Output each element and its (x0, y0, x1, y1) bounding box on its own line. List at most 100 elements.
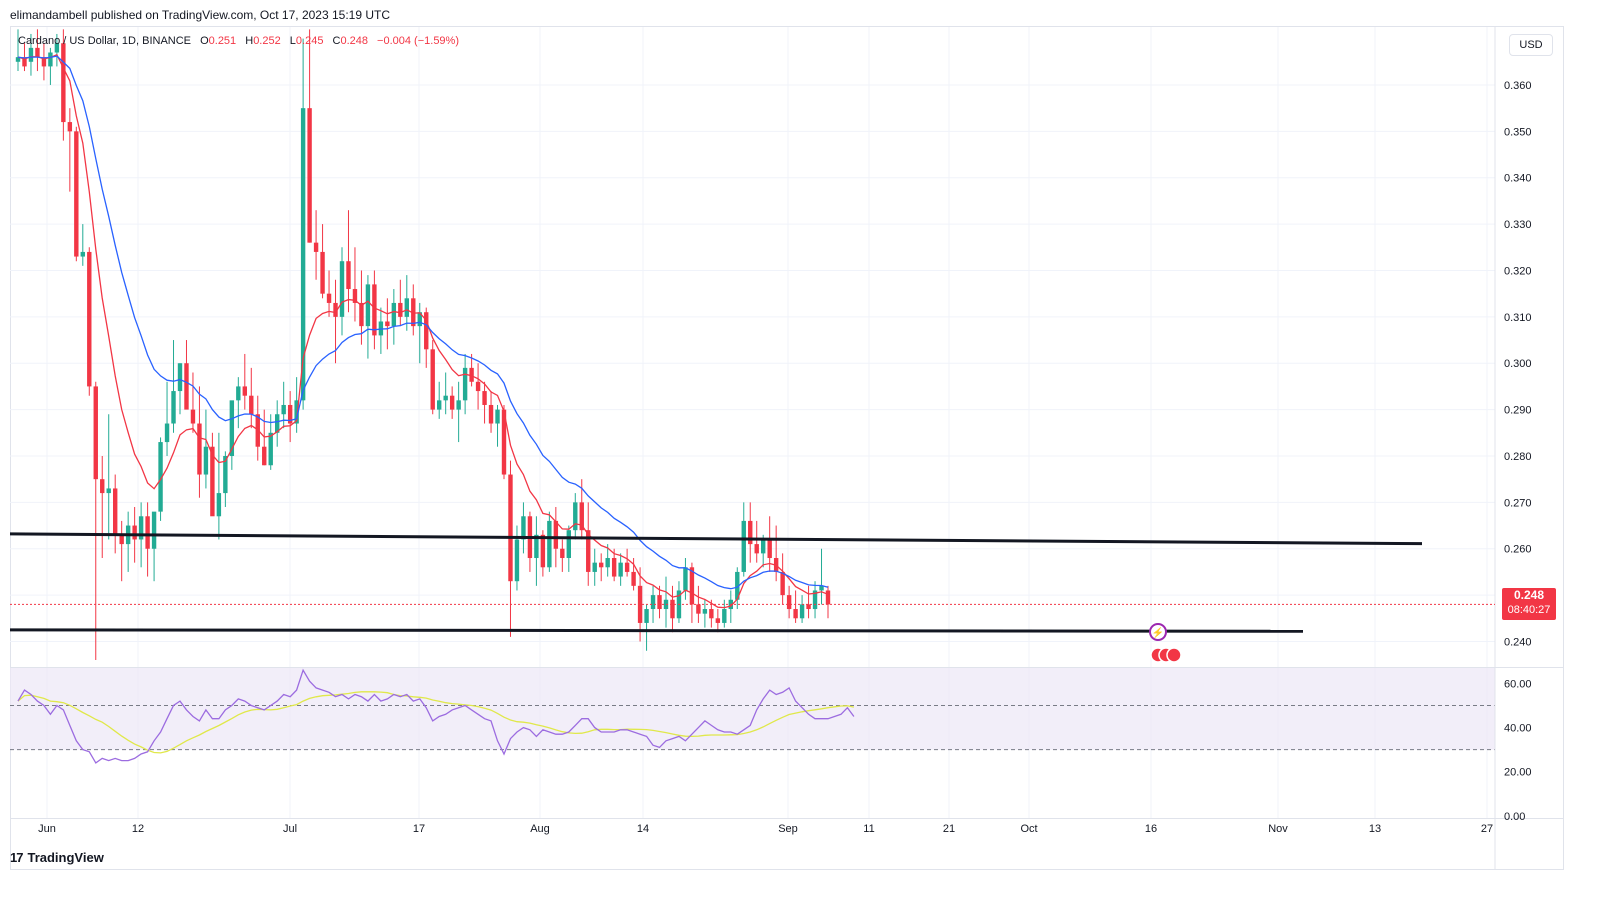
candle-body (249, 395, 254, 415)
candle-body (287, 404, 293, 424)
price-tick-label: 0.360 (1504, 80, 1532, 92)
candle-body (197, 423, 202, 475)
price-tick-label: 0.290 (1504, 405, 1532, 417)
candle-body (540, 534, 546, 568)
price-tick-label: 0.310 (1504, 312, 1532, 324)
open-value: 0.251 (208, 35, 237, 47)
candle-body (560, 548, 565, 559)
candle-body (586, 530, 591, 572)
candle-body (456, 400, 461, 410)
price-tick-label: 0.240 (1504, 636, 1532, 648)
candle-body (624, 562, 630, 572)
rsi-ma-line (17, 691, 855, 754)
candle-body (164, 423, 170, 443)
candle-body (825, 590, 831, 605)
symbol-legend[interactable]: Cardano / US Dollar, 1D, BINANCE O0.251 … (18, 35, 459, 47)
candle-body (35, 47, 40, 58)
candle-body (741, 520, 746, 572)
candle-body (184, 363, 189, 410)
candle-body (780, 571, 785, 596)
candle-body (54, 43, 60, 53)
candle-body (657, 595, 662, 610)
candle-body (812, 590, 818, 610)
candle-body (631, 571, 636, 586)
candle-body (15, 57, 21, 62)
price-tick-label: 0.340 (1504, 173, 1532, 185)
candle-body (650, 595, 656, 610)
lightning-glyph: ⚡ (1152, 626, 1164, 639)
rsi-tick-label: 20.00 (1504, 767, 1532, 779)
us-flag-icon (1166, 647, 1182, 663)
time-tick-label: Jun (38, 823, 56, 835)
candle-body (113, 488, 118, 535)
rsi-tick-label: 0.00 (1504, 811, 1525, 823)
time-tick-label: 12 (132, 823, 144, 835)
candle-body (637, 585, 643, 623)
candle-body (171, 391, 176, 424)
candle-body (534, 534, 539, 559)
time-axis-ticks: Jun 12 Jul 17 Aug 14 Sep 11 21 Oct 16 Nov 13 27 (38, 823, 1493, 835)
candle-body (41, 57, 47, 67)
candle-body (715, 618, 721, 623)
candle-body (326, 293, 332, 303)
candle-body (547, 520, 552, 568)
close-label: C (332, 35, 341, 47)
candle-body (268, 432, 273, 466)
candle-body (644, 609, 649, 623)
candle-body (210, 446, 215, 517)
last-price-badge: 0.248 08:40:27 (1502, 588, 1556, 620)
candle-body (573, 502, 578, 531)
candle-body (365, 284, 371, 327)
candle-body (514, 539, 520, 582)
time-tick-label: 27 (1481, 823, 1493, 835)
candle-body (579, 502, 584, 531)
candle-body (242, 386, 247, 396)
currency-button[interactable]: USD (1509, 34, 1553, 56)
candle-body (417, 312, 422, 327)
bar-countdown: 08:40:27 (1507, 604, 1551, 616)
time-tick-label: Oct (1020, 823, 1037, 835)
candle-body (398, 302, 403, 317)
candle-body (80, 251, 85, 257)
candle-body (391, 302, 397, 327)
candle-body (702, 609, 708, 614)
candle-body (385, 321, 390, 327)
candle-body (67, 122, 73, 132)
candle-body (553, 520, 559, 549)
candle-body (592, 562, 597, 572)
candle-body (696, 604, 701, 614)
candle-body (786, 595, 792, 610)
footer-brand[interactable]: 17 TradingView (10, 850, 104, 865)
time-tick-label: 13 (1369, 823, 1381, 835)
candle-body (352, 289, 358, 303)
candle-body (203, 446, 209, 475)
candle-body (475, 381, 481, 392)
chart-frame[interactable] (10, 26, 1564, 870)
candle-body (223, 455, 228, 494)
candle-body (22, 57, 27, 67)
tradingview-logo-icon: 17 (10, 850, 24, 865)
candle-body (799, 604, 805, 619)
candle-body (307, 108, 312, 243)
brand-name: TradingView (27, 850, 104, 865)
candle-body (372, 284, 377, 336)
support-trendline (9, 628, 1304, 633)
high-label: H (245, 35, 254, 47)
candle-body (119, 534, 124, 545)
event-icons[interactable]: ⚡ (1149, 623, 1182, 663)
candle-body (294, 400, 299, 424)
candle-body (262, 446, 267, 466)
candle-body (48, 52, 53, 67)
candle-body (74, 131, 79, 257)
candle-body (158, 442, 163, 512)
low-value: 0.245 (295, 35, 324, 47)
candle-body (495, 409, 500, 424)
candle-body (482, 391, 487, 405)
time-tick-label: 14 (637, 823, 649, 835)
candle-body (689, 567, 695, 605)
candle-body (100, 479, 105, 494)
candle-body (670, 599, 675, 619)
last-price-value: 0.248 (1513, 588, 1545, 602)
